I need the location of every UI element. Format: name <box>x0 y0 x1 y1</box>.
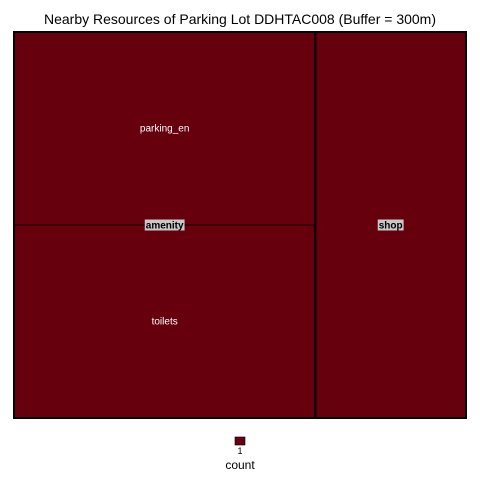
legend: 1 count <box>225 436 255 472</box>
treemap-cell-0-0 <box>13 31 316 226</box>
group-label-bg-shop <box>377 219 404 231</box>
treemap-cell-0-1 <box>13 224 316 419</box>
group-label-bg-amenity <box>144 219 185 231</box>
treemap-group-border-shop <box>314 31 468 419</box>
treemap-cell-label-0-1: toilets <box>152 317 178 328</box>
legend-entry-label: 1 <box>237 446 242 456</box>
group-label-shop: shop <box>379 221 403 232</box>
legend-title: count <box>225 458 255 472</box>
chart-title: Nearby Resources of Parking Lot DDHTAC00… <box>44 11 436 27</box>
treemap-cell-label-0-0: parking_en <box>140 124 189 135</box>
legend-swatch <box>234 436 246 446</box>
group-label-amenity: amenity <box>146 221 184 232</box>
